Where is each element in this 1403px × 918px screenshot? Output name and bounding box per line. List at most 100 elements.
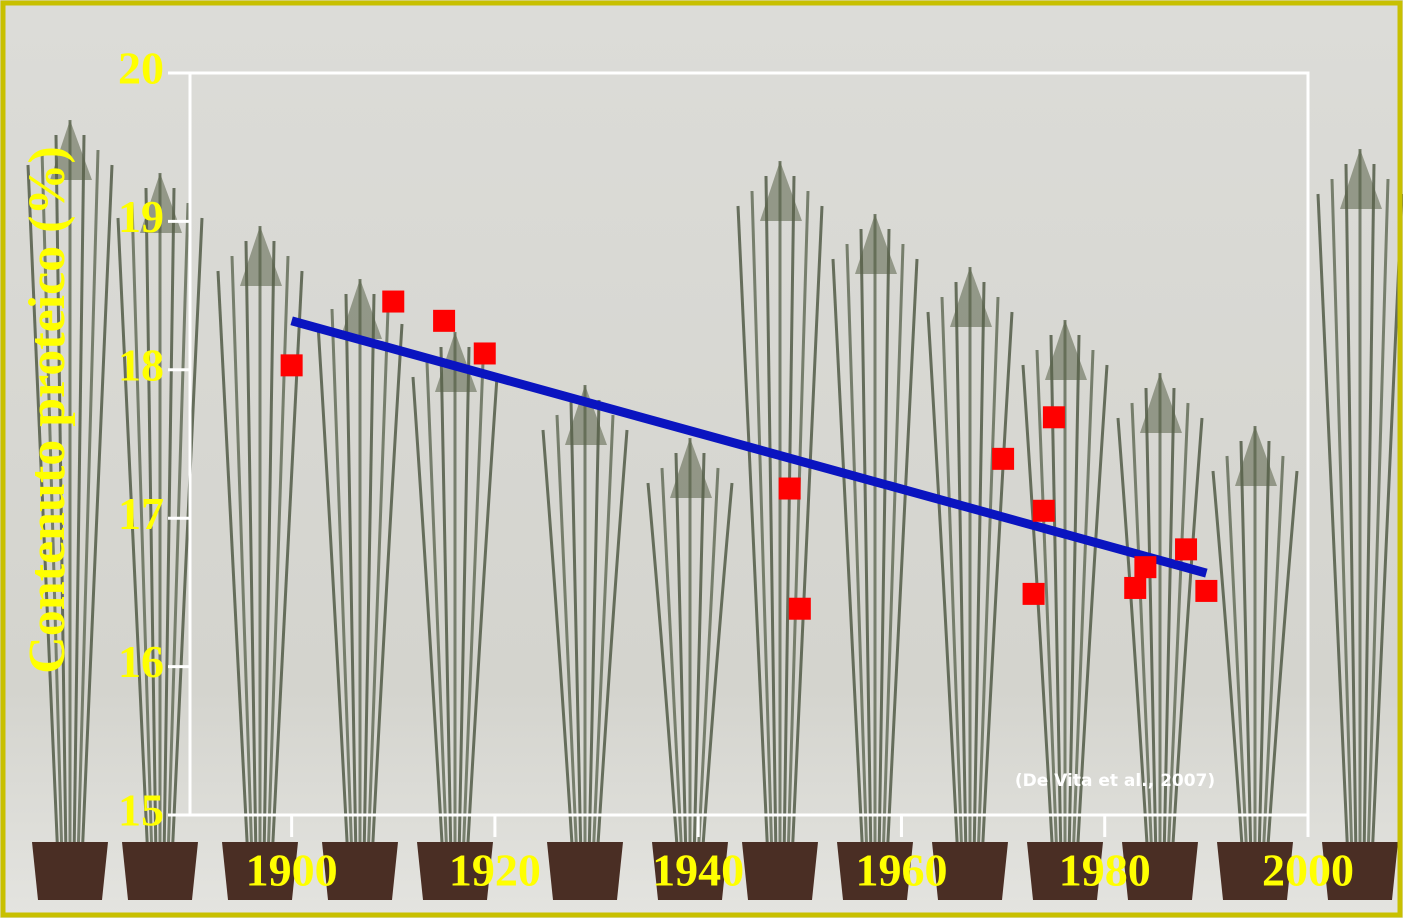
plant-stem	[1257, 440, 1271, 861]
pot	[322, 842, 398, 900]
plant-stem	[1330, 178, 1354, 861]
plant-stem	[954, 281, 968, 861]
point	[1022, 582, 1045, 605]
plant-stem	[885, 258, 919, 861]
plant-stem	[270, 270, 304, 861]
plant-stem	[660, 467, 684, 861]
plant-stem	[1049, 334, 1063, 861]
plant-stem	[1075, 364, 1109, 861]
point	[280, 354, 303, 377]
y-tick-label: 15	[118, 785, 164, 836]
point	[778, 477, 801, 500]
plant-head	[140, 173, 182, 233]
pot	[122, 842, 198, 900]
plant-stem	[465, 376, 499, 861]
plant-stem	[976, 296, 1000, 861]
pot	[652, 842, 728, 900]
plant-stem	[1344, 163, 1358, 861]
plant-stem	[591, 414, 615, 861]
plant-stem	[461, 361, 485, 861]
plant-stem	[116, 217, 150, 861]
plant-stem	[370, 323, 404, 861]
plant-stem	[40, 149, 64, 861]
pot	[1122, 842, 1198, 900]
pot	[1322, 842, 1398, 900]
plant-stem	[80, 164, 114, 861]
plant-stem	[980, 311, 1014, 861]
plant-stem	[569, 399, 583, 861]
point	[992, 447, 1015, 470]
x-tick-label: 1900	[246, 845, 338, 896]
plant-stem	[262, 240, 276, 861]
point	[1042, 406, 1065, 429]
x-tick-label: 2000	[1262, 845, 1354, 896]
plant-stem	[786, 190, 810, 861]
plant-head	[855, 214, 897, 274]
plant-stem	[926, 311, 960, 861]
plant-stem	[72, 134, 86, 861]
plant-stem	[1265, 470, 1299, 861]
plant-stem	[411, 376, 445, 861]
plant-stem	[750, 190, 774, 861]
plant-stem	[366, 308, 390, 861]
point	[1134, 556, 1157, 579]
plant-head	[340, 279, 382, 339]
plant-stem	[216, 270, 250, 861]
plant-head	[1140, 373, 1182, 433]
pot	[32, 842, 108, 900]
plant-stem	[1166, 402, 1190, 861]
plant-stem	[555, 414, 579, 861]
x-tick-label: 1940	[652, 845, 744, 896]
plant-stem	[170, 217, 204, 861]
plant-stem	[700, 482, 734, 861]
plant-stem	[316, 323, 350, 861]
pot	[1027, 842, 1103, 900]
pot	[1217, 842, 1293, 900]
plant-stem	[859, 228, 873, 861]
x-tick-label: 1960	[855, 845, 947, 896]
point	[473, 342, 496, 365]
plant-stem	[790, 205, 824, 861]
point	[1175, 538, 1198, 561]
plant-stem	[831, 258, 865, 861]
plant-stem	[230, 255, 254, 861]
plant-stem	[1067, 334, 1081, 861]
plant-stem	[54, 134, 68, 861]
plant-head	[50, 120, 92, 180]
plant-head	[670, 438, 712, 498]
plant-stem	[244, 240, 258, 861]
plant-stem	[457, 346, 471, 861]
plant-stem	[1035, 349, 1059, 861]
plant-head	[760, 161, 802, 221]
plant-stem	[439, 346, 453, 861]
point	[1032, 499, 1055, 522]
point	[1124, 576, 1147, 599]
pot	[837, 842, 913, 900]
plant-photo	[26, 120, 1403, 900]
plant-stem	[76, 149, 100, 861]
plant-stem	[972, 281, 986, 861]
plant-stem	[845, 243, 869, 861]
plant-stem	[166, 202, 190, 861]
plant-head	[565, 385, 607, 445]
point	[433, 309, 456, 332]
plant-stem	[764, 175, 778, 861]
y-tick-label: 18	[118, 339, 164, 390]
pot	[547, 842, 623, 900]
plant-stem	[877, 228, 891, 861]
plant-stem	[1144, 387, 1158, 861]
plant-stem	[587, 399, 601, 861]
plant-head	[1235, 426, 1277, 486]
plant-stem	[782, 175, 796, 861]
y-tick-label: 20	[118, 43, 164, 94]
plant-stem	[1316, 193, 1350, 861]
plant-stem	[144, 187, 158, 861]
plant-stem	[1071, 349, 1095, 861]
plant-stem	[344, 293, 358, 861]
plant-stem	[692, 452, 706, 861]
plant-stem	[1366, 178, 1390, 861]
plant-head	[1045, 320, 1087, 380]
pot	[932, 842, 1008, 900]
y-axis-label: Contenuto proteico (%)	[19, 146, 76, 674]
